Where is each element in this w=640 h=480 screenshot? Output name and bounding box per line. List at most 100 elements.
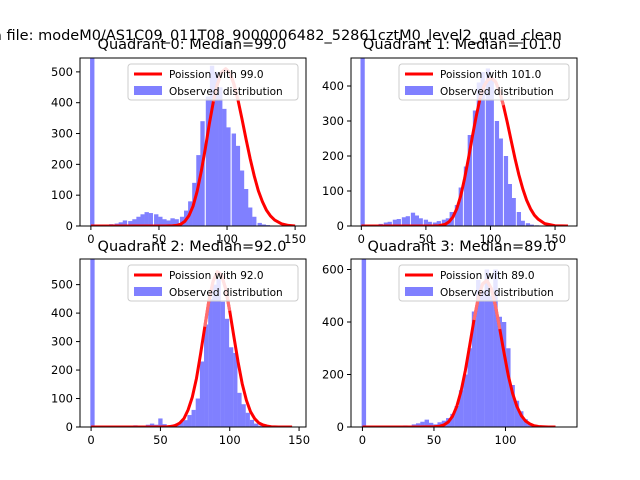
quadrant-1-y-tick-label: 300 <box>322 114 344 128</box>
quadrant-2-bar <box>191 409 196 427</box>
quadrant-1-bar <box>432 222 438 226</box>
quadrant-1-bar <box>503 156 509 226</box>
quadrant-2-y-tick-label: 300 <box>51 335 73 349</box>
quadrant-3-bar <box>428 422 434 427</box>
quadrant-1-bar <box>520 220 525 226</box>
legend-observed-label: Observed distribution <box>169 287 283 299</box>
legend-observed-swatch <box>405 287 433 296</box>
quadrant-1-bar <box>516 212 522 226</box>
quadrant-2-bar <box>233 352 238 427</box>
quadrant-0-y-tick-label: 200 <box>51 157 73 171</box>
quadrant-0-bar <box>162 219 167 226</box>
legend-poisson-label: Poission with 92.0 <box>169 270 264 282</box>
quadrant-0-bar <box>128 221 133 226</box>
quadrant-3-bar <box>514 400 520 427</box>
quadrant-3-bar <box>463 374 468 427</box>
legend-observed-swatch <box>134 86 162 95</box>
quadrant-1-legend: Poission with 101.0 Observed distribution <box>398 63 570 101</box>
quadrant-0-legend: Poission with 99.0 Observed distribution <box>127 63 299 101</box>
quadrant-2-y-tick-label: 400 <box>51 306 73 320</box>
quadrant-1-axes-frame <box>350 57 578 227</box>
quadrant-2-bar <box>220 301 225 427</box>
quadrant-3-bar <box>416 423 421 427</box>
quadrant-3-x-tick-label: 50 <box>427 433 442 447</box>
quadrant-0-x-tick-label: 0 <box>87 232 94 246</box>
quadrant-1-bar <box>507 184 512 226</box>
quadrant-1-bar <box>423 219 429 226</box>
quadrant-3-y-tick-label: 0 <box>337 420 344 434</box>
quadrant-2-bar <box>187 415 192 427</box>
quadrant-1-bar <box>472 110 478 226</box>
quadrant-1-bar <box>511 198 516 226</box>
quadrant-3-bar <box>424 419 430 427</box>
quadrant-3-bar <box>523 419 528 427</box>
quadrant-1-bar <box>467 135 472 226</box>
quadrant-0-bar <box>252 216 257 226</box>
quadrant-2-bar <box>149 423 155 427</box>
quadrant-0-bar <box>154 214 159 226</box>
quadrant-1-bar <box>476 82 481 226</box>
quadrant-0-y-tick-label: 300 <box>51 127 73 141</box>
legend-observed-label: Observed distribution <box>440 287 554 299</box>
quadrant-1-x-tick-label: 150 <box>544 232 566 246</box>
quadrant-3-bar <box>527 424 533 427</box>
quadrant-0-y-tick-label: 0 <box>66 219 73 233</box>
quadrant-0-y-tick-label: 500 <box>51 65 73 79</box>
quadrant-0-axes-frame <box>79 57 307 227</box>
quadrant-1-bar <box>480 72 485 226</box>
quadrant-2-y-tick-label: 200 <box>51 363 73 377</box>
quadrant-1-panel: 0 50 100 150 0 100 200 300 400 Poission with 101.… <box>322 37 578 246</box>
quadrant-0-bar <box>132 219 137 226</box>
quadrant-1-bar <box>396 219 401 226</box>
quadrant-0-bar <box>231 133 237 226</box>
quadrant-1-bar <box>485 68 491 226</box>
quadrant-3-y-tick-label: 600 <box>322 263 344 277</box>
quadrant-3-bar <box>467 348 472 427</box>
quadrant-1-bar <box>405 216 410 226</box>
quadrant-0-bar <box>218 87 223 226</box>
quadrant-2-legend: Poission with 92.0 Observed distribution <box>127 264 299 302</box>
quadrant-3-axes-frame <box>350 258 578 428</box>
quadrant-1-bar <box>414 215 419 226</box>
quadrant-0-bar <box>144 212 149 226</box>
quadrant-3-bar <box>484 269 490 427</box>
quadrant-2-bar <box>204 324 209 427</box>
legend-observed-label: Observed distribution <box>169 86 283 98</box>
quadrant-0-bar <box>222 108 227 226</box>
quadrant-2-bar <box>228 347 234 427</box>
quadrant-1-bar <box>410 212 416 226</box>
quadrant-0-bar <box>179 216 185 226</box>
quadrant-3-legend: Poission with 89.0 Observed distribution <box>398 264 570 302</box>
quadrant-3-bar <box>476 280 481 427</box>
quadrant-2-x-tick-label: 0 <box>87 433 94 447</box>
figure-suptitle: a file: modeM0/AS1C09_011T08_9000006482_… <box>0 28 562 44</box>
quadrant-1-bar <box>418 218 423 226</box>
legend-poisson-label: Poission with 99.0 <box>169 69 264 81</box>
quadrant-0-bar <box>170 218 175 226</box>
quadrant-1-bar <box>392 219 398 226</box>
quadrant-1-y-tick-label: 200 <box>322 149 344 163</box>
quadrant-2-x-tick-label: 150 <box>288 433 310 447</box>
legend-poisson-label: Poission with 89.0 <box>440 270 535 282</box>
quadrant-3-bar <box>361 259 367 427</box>
quadrant-2-x-tick-label: 100 <box>219 433 241 447</box>
quadrant-2-bar <box>158 418 163 427</box>
quadrant-1-bar <box>494 121 500 226</box>
quadrant-2-title: Quadrant 2: Median=92.0 <box>98 239 287 255</box>
quadrant-0-bar <box>209 65 215 226</box>
quadrant-1-poisson-line <box>361 76 569 226</box>
quadrant-3-panel: 0 50 100 0 200 400 600 Poission with 89.0 Observ… <box>322 239 578 447</box>
quadrant-0-x-tick-label: 100 <box>216 232 238 246</box>
legend-observed-swatch <box>134 287 162 296</box>
quadrant-2-bar <box>253 423 259 427</box>
quadrant-0-bar <box>148 213 153 226</box>
legend-poisson-label: Poission with 101.0 <box>440 69 541 81</box>
quadrant-1-bar <box>454 205 460 226</box>
quadrant-1-bar <box>401 217 407 226</box>
quadrant-0-bar <box>200 121 205 226</box>
quadrant-3-bar <box>437 422 442 427</box>
quadrant-0-bar <box>257 222 262 226</box>
quadrant-2-bar <box>183 420 188 427</box>
quadrant-3-bar <box>488 295 494 427</box>
quadrant-1-x-tick-label: 100 <box>479 232 501 246</box>
